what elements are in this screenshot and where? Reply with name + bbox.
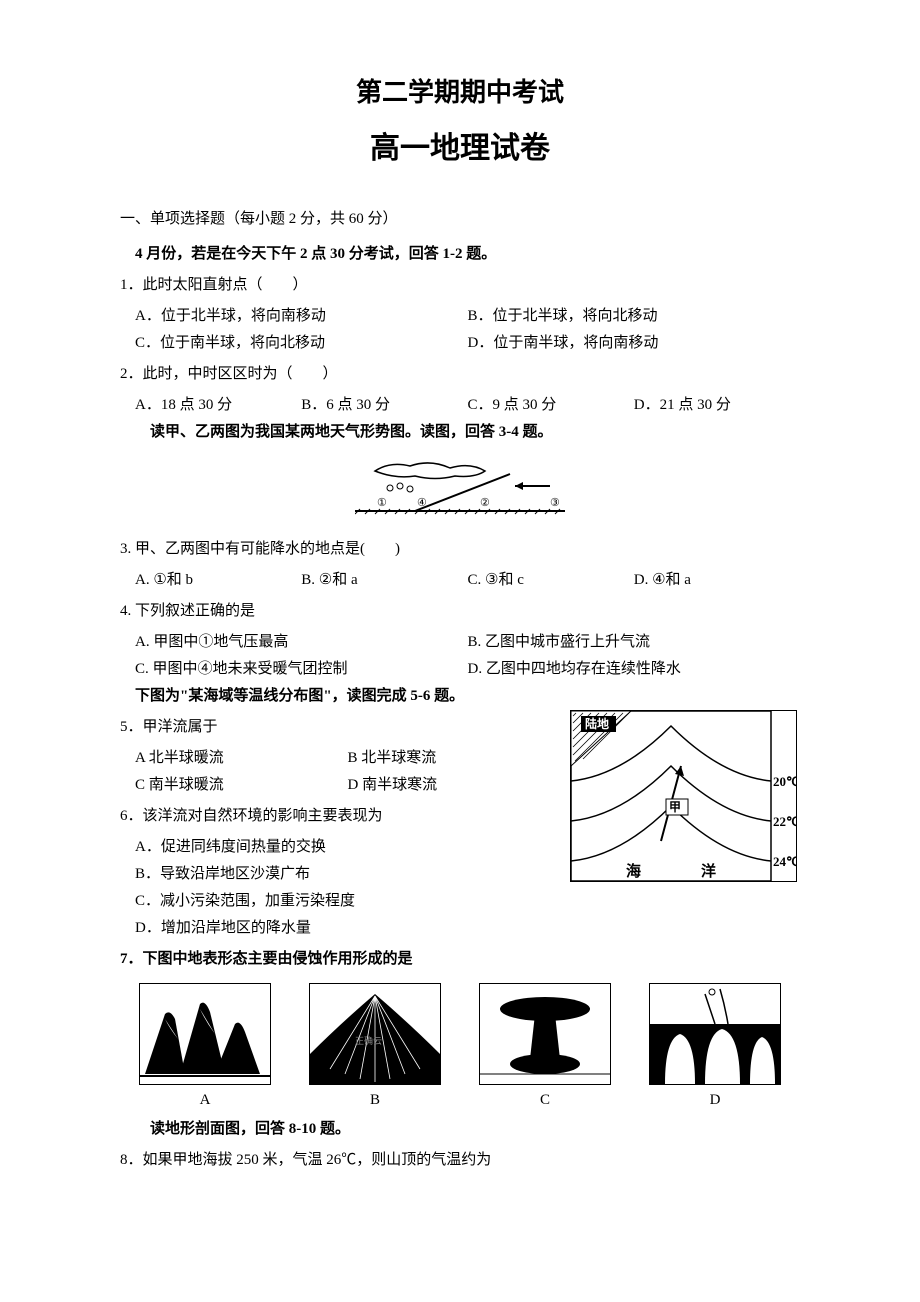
q2-d: D．21 点 30 分 xyxy=(634,392,800,419)
q4-options-row2: C. 甲图中④地未来受暖气团控制 D. 乙图中四地均存在连续性降水 xyxy=(135,656,800,683)
intro-8-10: 读地形剖面图，回答 8-10 题。 xyxy=(120,1116,800,1143)
q3-b: B. ②和 a xyxy=(301,567,467,594)
q5-b: B 北半球寒流 xyxy=(348,745,561,772)
q2-a: A．18 点 30 分 xyxy=(135,392,301,419)
label-4: ④ xyxy=(417,497,427,509)
label-2: ② xyxy=(480,497,490,509)
q1-a: A．位于北半球，将向南移动 xyxy=(135,303,468,330)
q1-stem: 1．此时太阳直射点（ ） xyxy=(120,272,800,299)
q2-options: A．18 点 30 分 B．6 点 30 分 C．9 点 30 分 D．21 点… xyxy=(135,392,800,419)
title-sub: 高一地理试卷 xyxy=(120,122,800,176)
label-1: ① xyxy=(377,497,387,509)
temp-24: 24℃ xyxy=(773,854,797,869)
q3-a: A. ①和 b xyxy=(135,567,301,594)
q5-c: C 南半球暖流 xyxy=(135,772,348,799)
q6-stem: 6．该洋流对自然环境的影响主要表现为 xyxy=(120,803,560,830)
land-label: 陆地 xyxy=(585,716,609,731)
q1-b: B．位于北半球，将向北移动 xyxy=(468,303,801,330)
q6-b: B．导致沿岸地区沙漠广布 xyxy=(135,861,560,888)
weather-diagram-wrapper: ① ④ ② ③ xyxy=(120,456,800,526)
q7-labels: A B C D xyxy=(120,1087,800,1114)
jia-label: 甲 xyxy=(669,800,681,814)
q7-img-a xyxy=(139,983,271,1085)
q5-options-row1: A 北半球暖流 B 北半球寒流 xyxy=(135,745,560,772)
q3-c: C. ③和 c xyxy=(468,567,634,594)
q3-d: D. ④和 a xyxy=(634,567,800,594)
q7-images: 正确云 xyxy=(120,983,800,1085)
q4-c: C. 甲图中④地未来受暖气团控制 xyxy=(135,656,468,683)
q7-label-d: D xyxy=(650,1087,780,1114)
intro-3-4: 读甲、乙两图为我国某两地天气形势图。读图，回答 3-4 题。 xyxy=(120,419,800,446)
q6-a: A．促进同纬度间热量的交换 xyxy=(135,834,560,861)
q1-options-row1: A．位于北半球，将向南移动 B．位于北半球，将向北移动 xyxy=(135,303,800,330)
q7-label-c: C xyxy=(480,1087,610,1114)
q7-label-b: B xyxy=(310,1087,440,1114)
q4-options-row1: A. 甲图中①地气压最高 B. 乙图中城市盛行上升气流 xyxy=(135,629,800,656)
title-main: 第二学期期中考试 xyxy=(120,70,800,117)
q5-6-right: 陆地 甲 海 洋 20℃ 22℃ 24℃ xyxy=(570,710,800,892)
q8-stem: 8．如果甲地海拔 250 米，气温 26℃，则山顶的气温约为 xyxy=(120,1147,800,1174)
q2-b: B．6 点 30 分 xyxy=(301,392,467,419)
q7-label-a: A xyxy=(140,1087,270,1114)
q3-stem: 3. 甲、乙两图中有可能降水的地点是( ) xyxy=(120,536,800,563)
q7-stem: 7．下图中地表形态主要由侵蚀作用形成的是 xyxy=(120,946,800,973)
temp-22: 22℃ xyxy=(773,814,797,829)
isotherm-diagram: 陆地 甲 海 洋 20℃ 22℃ 24℃ xyxy=(570,710,797,882)
q3-options: A. ①和 b B. ②和 a C. ③和 c D. ④和 a xyxy=(135,567,800,594)
q5-a: A 北半球暖流 xyxy=(135,745,348,772)
sea-label-1: 海 xyxy=(626,862,641,880)
q1-d: D．位于南半球，将向南移动 xyxy=(468,330,801,357)
intro-1-2: 4 月份，若是在今天下午 2 点 30 分考试，回答 1-2 题。 xyxy=(120,241,800,268)
svg-text:正确云: 正确云 xyxy=(355,1035,382,1046)
q7-img-c xyxy=(479,983,611,1085)
label-3: ③ xyxy=(550,497,560,509)
q2-c: C．9 点 30 分 xyxy=(468,392,634,419)
q2-stem: 2．此时，中时区区时为（ ） xyxy=(120,361,800,388)
q4-a: A. 甲图中①地气压最高 xyxy=(135,629,468,656)
q4-stem: 4. 下列叙述正确的是 xyxy=(120,598,800,625)
intro-5-6: 下图为"某海域等温线分布图"，读图完成 5-6 题。 xyxy=(120,683,800,710)
q5-6-left: 5．甲洋流属于 A 北半球暖流 B 北半球寒流 C 南半球暖流 D 南半球寒流 … xyxy=(120,710,560,942)
q6-d: D．增加沿岸地区的降水量 xyxy=(135,915,560,942)
q7-img-d xyxy=(649,983,781,1085)
q4-d: D. 乙图中四地均存在连续性降水 xyxy=(468,656,801,683)
q5-options-row2: C 南半球暖流 D 南半球寒流 xyxy=(135,772,560,799)
temp-20: 20℃ xyxy=(773,774,797,789)
weather-diagram: ① ④ ② ③ xyxy=(355,456,565,516)
sea-label-2: 洋 xyxy=(701,862,716,880)
q1-c: C．位于南半球，将向北移动 xyxy=(135,330,468,357)
q7-img-b: 正确云 xyxy=(309,983,441,1085)
q6-c: C．减小污染范围，加重污染程度 xyxy=(135,888,560,915)
q4-b: B. 乙图中城市盛行上升气流 xyxy=(468,629,801,656)
section-header: 一、单项选择题（每小题 2 分，共 60 分） xyxy=(120,206,800,233)
q1-options-row2: C．位于南半球，将向北移动 D．位于南半球，将向南移动 xyxy=(135,330,800,357)
q5-6-wrapper: 5．甲洋流属于 A 北半球暖流 B 北半球寒流 C 南半球暖流 D 南半球寒流 … xyxy=(120,710,800,942)
q5-stem: 5．甲洋流属于 xyxy=(120,714,560,741)
q5-d: D 南半球寒流 xyxy=(348,772,561,799)
